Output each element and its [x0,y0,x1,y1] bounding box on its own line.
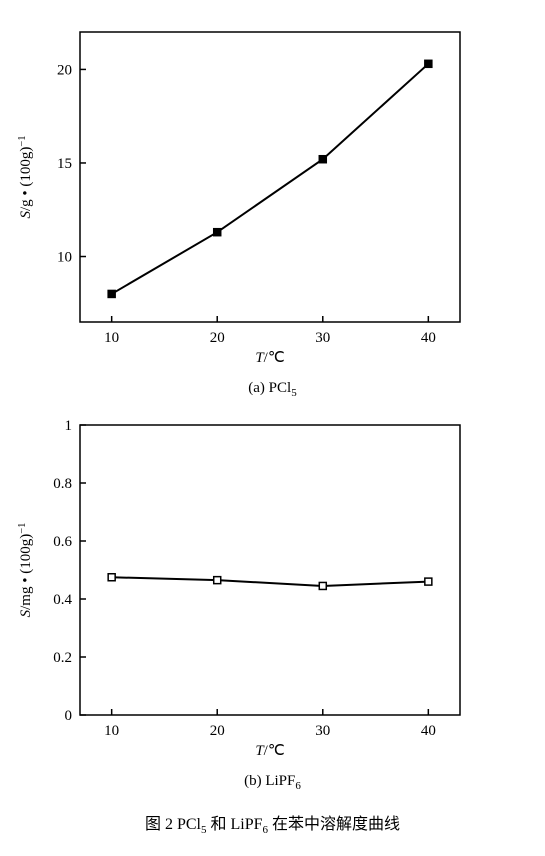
svg-text:10: 10 [104,330,119,346]
chart-a-container: 10 20 30 40 10 15 20 T/℃ S/g • (100g)−1 [10,20,535,372]
svg-text:20: 20 [210,723,225,739]
figure-caption: 图 2 PCl5 和 LiPF6 在苯中溶解度曲线 [10,810,535,836]
svg-text:15: 15 [57,156,72,172]
svg-text:30: 30 [315,723,330,739]
chart-b-subcaption: (b) LiPF6 [10,773,535,792]
svg-text:0.8: 0.8 [53,476,72,492]
figcap-prefix: 图 2 PCl [145,816,201,833]
svg-text:T/℃: T/℃ [255,743,284,759]
figcap-mid: 和 LiPF [206,816,262,833]
svg-text:20: 20 [210,330,225,346]
svg-text:S/mg • (100g)−1: S/mg • (100g)−1 [17,523,34,618]
chart-b-svg: 10 20 30 40 0 0.2 0.4 0.6 0.8 1 T/℃ S/mg • (100g)−1 [10,413,480,765]
subcap-b-prefix: (b) LiPF [244,773,295,789]
svg-text:30: 30 [315,330,330,346]
svg-text:0.6: 0.6 [53,534,72,550]
subcap-b-sub: 6 [295,780,301,792]
subcap-a-sub: 5 [291,387,297,399]
figcap-suffix: 在苯中溶解度曲线 [268,816,400,833]
svg-text:10: 10 [57,250,72,266]
svg-text:0.4: 0.4 [53,592,72,608]
svg-text:20: 20 [57,62,72,78]
svg-text:10: 10 [104,723,119,739]
svg-text:0: 0 [65,708,73,724]
chart-a-svg: 10 20 30 40 10 15 20 T/℃ S/g • (100g)−1 [10,20,480,372]
svg-text:1: 1 [65,418,73,434]
svg-text:0.2: 0.2 [53,650,72,666]
svg-text:40: 40 [421,723,436,739]
svg-text:40: 40 [421,330,436,346]
chart-b-container: 10 20 30 40 0 0.2 0.4 0.6 0.8 1 T/℃ S/mg • (100g)−1 [10,413,535,765]
svg-text:T/℃: T/℃ [255,350,284,366]
subcap-a-prefix: (a) PCl [248,380,291,396]
svg-text:S/g • (100g)−1: S/g • (100g)−1 [17,135,34,218]
chart-a-subcaption: (a) PCl5 [10,380,535,399]
